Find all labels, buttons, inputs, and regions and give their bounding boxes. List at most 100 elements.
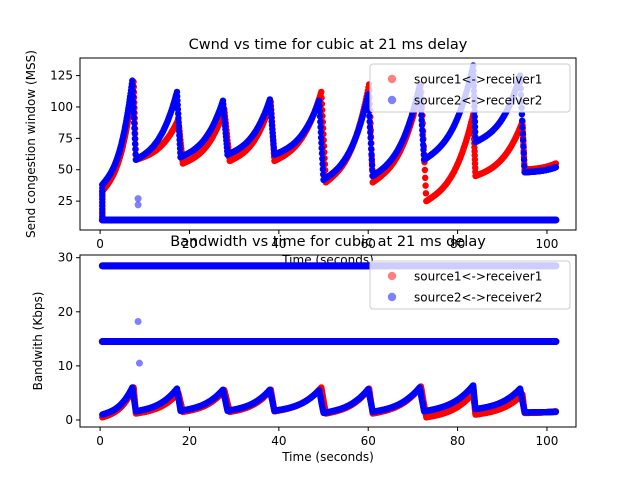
data-point xyxy=(131,130,138,137)
data-point xyxy=(520,143,527,150)
data-point xyxy=(471,123,479,130)
data-point xyxy=(130,98,137,105)
data-point xyxy=(552,164,560,171)
data-point xyxy=(418,121,426,129)
data-point xyxy=(318,88,325,96)
data-point xyxy=(319,155,326,162)
data-point xyxy=(367,140,375,147)
legend-marker xyxy=(387,74,397,84)
data-point xyxy=(129,87,136,95)
outlier-point xyxy=(134,195,142,203)
y-tick-label: 10 xyxy=(58,359,73,373)
legend-label: source2<->receiver2 xyxy=(414,291,542,305)
data-point xyxy=(99,181,106,188)
data-point xyxy=(366,113,373,120)
data-point xyxy=(521,162,528,169)
bandwidth-chart: 0 20 40 60 80 100 0 10 20 30 Time (seconds) Bandwit… xyxy=(31,234,577,464)
data-point xyxy=(368,156,375,163)
series-2 xyxy=(98,62,560,224)
data-point xyxy=(519,117,526,124)
data-point xyxy=(367,134,374,142)
data-point xyxy=(132,145,139,153)
data-point xyxy=(472,128,479,136)
data-point xyxy=(422,174,429,181)
data-point xyxy=(519,136,527,144)
data-point xyxy=(317,123,324,131)
outlier-point xyxy=(135,359,143,367)
data-point xyxy=(316,113,324,120)
data-point xyxy=(318,150,326,157)
data-point xyxy=(419,131,426,139)
data-point xyxy=(518,111,526,118)
data-point xyxy=(420,146,427,153)
data-point xyxy=(319,160,326,168)
data-point xyxy=(130,103,137,111)
y-tick-label: 125 xyxy=(50,69,73,83)
chart-title: Cwnd vs time for cubic at 21 ms delay xyxy=(189,37,468,53)
data-point xyxy=(129,93,137,100)
data-point xyxy=(366,123,374,131)
legend-box xyxy=(369,260,571,310)
x-tick-label: 0 xyxy=(96,434,104,448)
x-tick-label: 20 xyxy=(182,237,197,251)
data-point xyxy=(317,118,324,126)
y-tick-label: 30 xyxy=(58,251,73,265)
data-point xyxy=(319,166,327,173)
data-point xyxy=(316,108,323,115)
data-point xyxy=(519,130,526,137)
data-point xyxy=(422,190,430,197)
data-point xyxy=(131,135,139,142)
data-point xyxy=(419,126,426,134)
data-point xyxy=(368,161,376,169)
x-tick-label: 100 xyxy=(536,434,559,448)
data-point xyxy=(315,97,323,104)
y-tick-label: 100 xyxy=(50,100,73,114)
x-axis-label: Time (seconds) xyxy=(281,450,374,464)
data-point xyxy=(419,136,427,144)
data-point xyxy=(366,118,373,125)
data-point xyxy=(131,119,138,127)
data-point xyxy=(318,144,325,152)
legend-marker xyxy=(387,271,397,281)
data-point xyxy=(552,408,560,416)
legend-marker xyxy=(387,95,397,105)
data-point xyxy=(471,118,479,125)
outlier-point xyxy=(134,201,142,209)
legend-marker xyxy=(387,292,397,302)
data-point xyxy=(418,117,425,124)
data-point xyxy=(316,102,323,110)
x-tick-label: 60 xyxy=(361,237,376,251)
x-tick-label: 40 xyxy=(271,434,286,448)
y-tick-label: 75 xyxy=(58,131,73,145)
plot-area xyxy=(98,262,560,421)
data-point xyxy=(317,134,325,141)
data-point xyxy=(131,124,138,132)
x-tick-label: 80 xyxy=(450,434,465,448)
data-point xyxy=(367,129,374,136)
data-point xyxy=(519,123,526,131)
y-tick-label: 50 xyxy=(58,163,73,177)
data-point xyxy=(420,141,427,149)
data-point xyxy=(418,112,425,119)
axes-frame xyxy=(79,254,577,428)
data-point xyxy=(520,149,527,157)
y-axis-label: Send congestion window (MSS) xyxy=(24,50,38,238)
y-tick-label: 25 xyxy=(58,194,73,208)
x-tick-label: 100 xyxy=(536,237,559,251)
legend: source1<->receiver1 source2<->receiver2 xyxy=(369,63,571,113)
data-point xyxy=(129,82,136,90)
data-point xyxy=(422,182,429,189)
data-point xyxy=(130,109,137,116)
axes-frame xyxy=(79,57,577,231)
x-tick-label: 40 xyxy=(271,237,286,251)
x-tick-label: 20 xyxy=(182,434,197,448)
data-point xyxy=(520,156,528,163)
y-tick-label: 0 xyxy=(65,413,73,427)
data-point xyxy=(318,139,325,147)
data-point xyxy=(471,113,478,120)
data-point xyxy=(131,140,139,148)
data-point xyxy=(368,145,375,152)
data-point xyxy=(129,77,136,84)
